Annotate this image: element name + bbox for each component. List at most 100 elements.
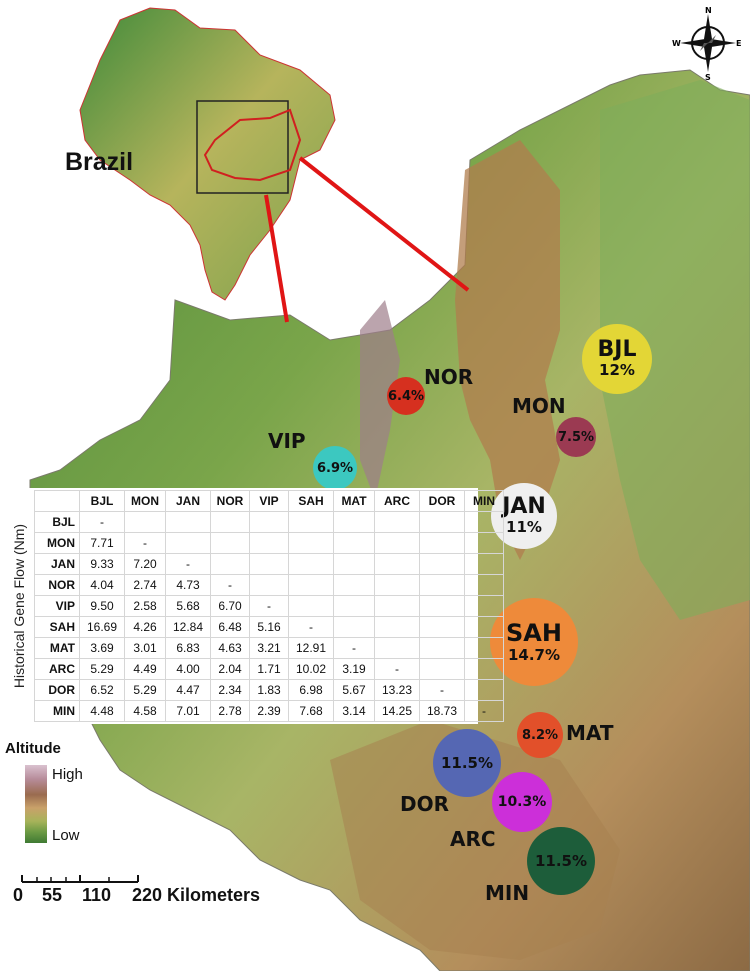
site-code: SAH <box>506 619 562 647</box>
table-cell <box>419 616 465 638</box>
table-cell: 1.71 <box>249 658 289 680</box>
site-circle-mat[interactable]: 8.2% <box>517 712 563 758</box>
table-cell: 4.00 <box>165 658 211 680</box>
table-cell: 6.83 <box>165 637 211 659</box>
table-cell <box>165 532 211 554</box>
table-cell <box>210 511 250 533</box>
table-cell: 2.39 <box>249 700 289 722</box>
table-cell <box>419 595 465 617</box>
column-header: MIN <box>464 490 504 512</box>
row-header: DOR <box>34 679 80 701</box>
table-cell <box>419 511 465 533</box>
site-circle-sah[interactable]: SAH 14.7% <box>490 598 578 686</box>
column-header: JAN <box>165 490 211 512</box>
site-percent: 12% <box>599 361 635 379</box>
table-cell <box>210 553 250 575</box>
table-row: NOR 4.04 2.74 4.73- <box>34 574 504 596</box>
table-cell: 7.68 <box>288 700 334 722</box>
table-cell <box>419 574 465 596</box>
table-cell <box>249 574 289 596</box>
table-cell: 9.33 <box>79 553 125 575</box>
table-cell: 2.74 <box>124 574 166 596</box>
site-circle-bjl[interactable]: BJL 12% <box>582 324 652 394</box>
scale-label: 220 Kilometers <box>132 885 261 905</box>
table-cell <box>464 658 504 680</box>
legend-title: Altitude <box>5 740 61 757</box>
table-cell <box>419 658 465 680</box>
table-cell: 16.69 <box>79 616 125 638</box>
row-header: VIP <box>34 595 80 617</box>
inset-country-label: Brazil <box>65 148 134 176</box>
site-code: JAN <box>502 494 546 519</box>
table-row: MIN 4.48 4.58 7.01 2.78 2.39 7.68 3.14 14.25 18.7… <box>34 700 504 722</box>
table-cell: 5.68 <box>165 595 211 617</box>
column-header: MON <box>124 490 166 512</box>
table-cell <box>374 553 420 575</box>
site-circle-vip[interactable]: 6.9% <box>313 446 357 490</box>
row-header: JAN <box>34 553 80 575</box>
table-cell: 5.29 <box>79 658 125 680</box>
table-cell: - <box>374 658 420 680</box>
site-circle-mon[interactable]: 7.5% <box>556 417 596 457</box>
column-header: VIP <box>249 490 289 512</box>
table-cell: 6.70 <box>210 595 250 617</box>
table-cell <box>374 511 420 533</box>
table-cell <box>249 511 289 533</box>
table-cell: 14.25 <box>374 700 420 722</box>
row-header: ARC <box>34 658 80 680</box>
site-circle-min[interactable]: 11.5% <box>527 827 595 895</box>
column-header: BJL <box>79 490 125 512</box>
table-cell <box>464 511 504 533</box>
site-percent: 14.7% <box>507 646 561 664</box>
table-row: DOR 6.52 5.29 4.47 2.34 1.83 6.98 5.67 13.23- <box>34 679 504 701</box>
table-cell <box>333 532 375 554</box>
site-percent: 11.5% <box>440 754 494 772</box>
site-circle-dor[interactable]: 11.5% <box>433 729 501 797</box>
table-cell: 4.04 <box>79 574 125 596</box>
table-cell: - <box>333 637 375 659</box>
table-cell <box>374 637 420 659</box>
table-cell: 4.63 <box>210 637 250 659</box>
table-cell <box>288 532 334 554</box>
table-cell: 9.50 <box>79 595 125 617</box>
table-cell: 2.04 <box>210 658 250 680</box>
connector-line <box>264 194 289 323</box>
site-percent: 11.5% <box>534 852 588 870</box>
site-label-mon: MON <box>512 394 566 418</box>
row-header: MON <box>34 532 80 554</box>
southern-highland <box>330 720 620 960</box>
table-row: JAN 9.33 7.20- <box>34 553 504 575</box>
column-header: SAH <box>288 490 334 512</box>
legend-low-label: Low <box>52 827 80 844</box>
table-cell <box>333 511 375 533</box>
table-cell: 5.29 <box>124 679 166 701</box>
table-cell: 10.02 <box>288 658 334 680</box>
site-percent: 6.9% <box>316 460 354 476</box>
table-row: MON 7.71- <box>34 532 504 554</box>
site-circle-arc[interactable]: 10.3% <box>492 772 552 832</box>
table-row: ARC 5.29 4.49 4.00 2.04 1.71 10.02 3.19- <box>34 658 504 680</box>
site-circle-nor[interactable]: 6.4% <box>387 377 425 415</box>
table-cell: 6.98 <box>288 679 334 701</box>
table-cell <box>464 532 504 554</box>
table-cell <box>464 574 504 596</box>
row-header: SAH <box>34 616 80 638</box>
compass-s: S <box>705 73 711 80</box>
table-cell <box>249 532 289 554</box>
table-header-row: BJL MON JAN NOR VIP SAH MAT ARC DOR MIN <box>34 490 504 512</box>
site-label-vip: VIP <box>268 429 306 453</box>
connector-line <box>298 156 470 292</box>
table-cell <box>464 637 504 659</box>
row-header: BJL <box>34 511 80 533</box>
site-percent: 10.3% <box>497 794 547 810</box>
table-cell: 4.49 <box>124 658 166 680</box>
table-cell <box>210 532 250 554</box>
column-header: DOR <box>419 490 465 512</box>
corner-cell <box>34 490 80 512</box>
row-header: NOR <box>34 574 80 596</box>
scale-bar <box>21 875 139 883</box>
table-cell: 3.19 <box>333 658 375 680</box>
table-cell: - <box>288 616 334 638</box>
site-label-dor: DOR <box>400 792 450 816</box>
